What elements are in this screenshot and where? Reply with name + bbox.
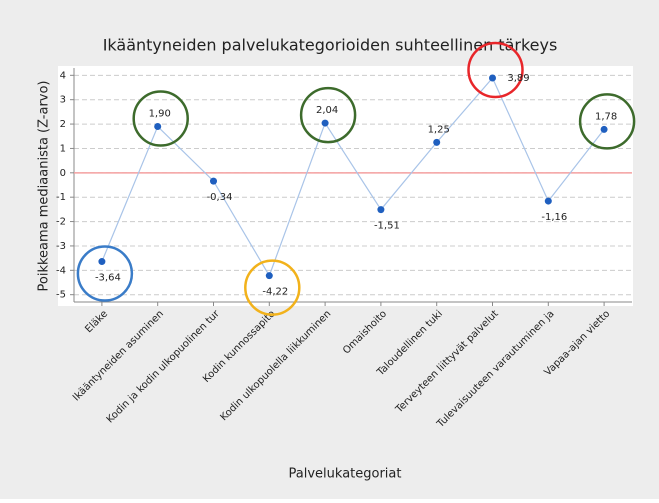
point <box>433 138 441 146</box>
point <box>98 258 106 266</box>
y-tick-label: -2 <box>56 217 66 228</box>
point <box>600 125 608 133</box>
value-label: -1,16 <box>541 212 567 223</box>
x-axis-label: Palvelukategoriat <box>289 467 402 482</box>
y-tick-label: 3 <box>60 95 66 106</box>
highlight-circle <box>578 93 636 150</box>
value-label: 1,90 <box>149 109 171 120</box>
highlight-circle <box>299 86 357 144</box>
point <box>154 123 162 130</box>
value-label: -0,34 <box>207 192 233 203</box>
value-label: -4,22 <box>262 287 288 298</box>
plot-area <box>58 66 633 306</box>
highlight-circle <box>244 259 301 316</box>
chart-title: Ikääntyneiden palvelukategorioiden suhte… <box>103 36 558 55</box>
y-tick-label: -1 <box>56 192 66 203</box>
y-tick-label: 1 <box>60 143 66 154</box>
point <box>377 206 385 214</box>
value-label: -3,64 <box>95 273 121 284</box>
highlight-circle <box>132 90 189 147</box>
y-axis-label: Poikkeama mediaanista (Z-arvo) <box>37 80 52 291</box>
point <box>544 197 552 205</box>
value-label: -1,51 <box>374 221 400 232</box>
y-tick-label: -4 <box>56 265 66 276</box>
point <box>489 74 496 82</box>
y-tick-label: 0 <box>60 168 66 179</box>
highlight-circle <box>76 245 134 302</box>
y-tick-label: 2 <box>60 119 66 130</box>
y-tick-label: 4 <box>60 70 66 81</box>
y-tick-label: -3 <box>56 241 66 252</box>
point <box>210 177 217 185</box>
y-tick-label: -5 <box>56 290 66 301</box>
value-label: 3,89 <box>507 73 529 84</box>
point <box>265 272 273 280</box>
value-label: 1,78 <box>595 111 617 122</box>
value-label: 1,25 <box>428 124 450 135</box>
point <box>321 119 329 127</box>
series-line <box>101 76 605 278</box>
value-label: 2,04 <box>316 105 338 116</box>
highlight-circle <box>467 41 524 99</box>
